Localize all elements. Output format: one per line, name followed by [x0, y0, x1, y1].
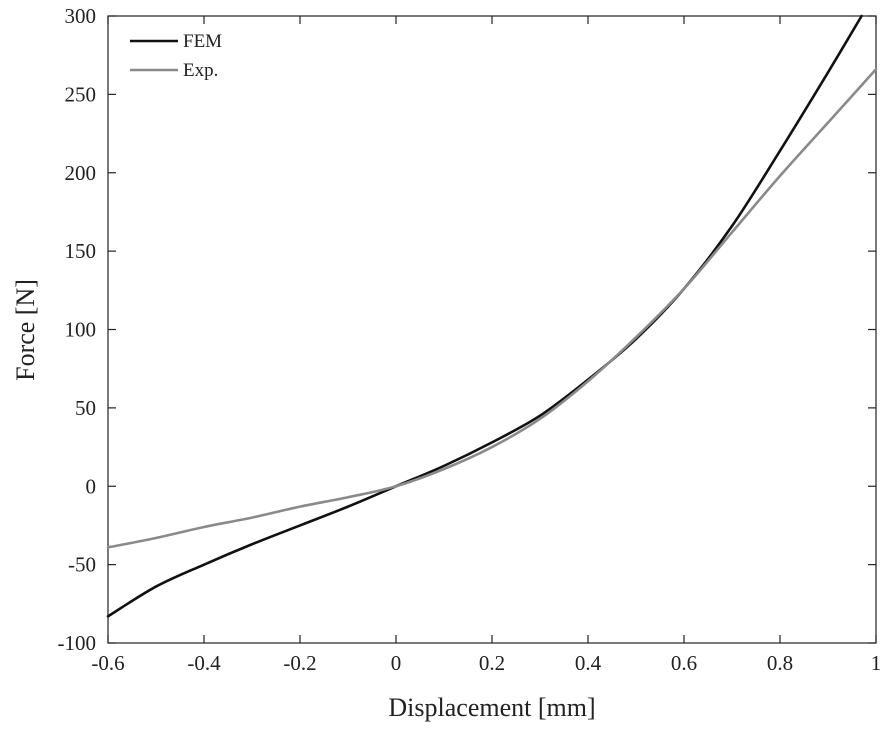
x-tick-label: 1: [871, 651, 882, 675]
x-tick-label: 0.4: [575, 651, 602, 675]
series-line-fem: [106, 14, 863, 618]
x-tick-label: -0.6: [91, 651, 124, 675]
series-lines: [106, 14, 878, 618]
y-tick-label: 50: [75, 396, 96, 420]
x-tick-label: 0.2: [479, 651, 505, 675]
legend-label: FEM: [183, 31, 222, 52]
y-tick-label: 200: [65, 161, 97, 185]
legend: FEM Exp.: [130, 31, 222, 81]
x-axis-label: Displacement [mm]: [388, 693, 595, 722]
plot-area-frame: [107, 15, 877, 644]
x-tick-label: -0.4: [187, 651, 221, 675]
x-tick-label: 0.6: [671, 651, 697, 675]
y-tick-label: 150: [65, 239, 97, 263]
x-tick-label: 0.8: [767, 651, 793, 675]
y-tick-label: 100: [65, 318, 97, 342]
x-tick-label: 0: [391, 651, 402, 675]
y-tick-label: -100: [58, 631, 97, 655]
x-tick-label: -0.2: [283, 651, 316, 675]
x-axis-ticks: -0.6 -0.4 -0.2 0 0.2 0.4 0.6 0.8 1: [91, 16, 881, 675]
y-tick-label: 250: [65, 82, 97, 106]
legend-label: Exp.: [183, 60, 218, 81]
y-tick-label: -50: [68, 553, 96, 577]
y-tick-label: 0: [86, 474, 97, 498]
y-axis-label: Force [N]: [11, 279, 40, 381]
y-tick-label: 300: [65, 4, 97, 28]
series-line-exp: [106, 67, 878, 549]
y-axis-ticks: -100 -50 0 50 100 150 200 250 300: [58, 4, 876, 655]
